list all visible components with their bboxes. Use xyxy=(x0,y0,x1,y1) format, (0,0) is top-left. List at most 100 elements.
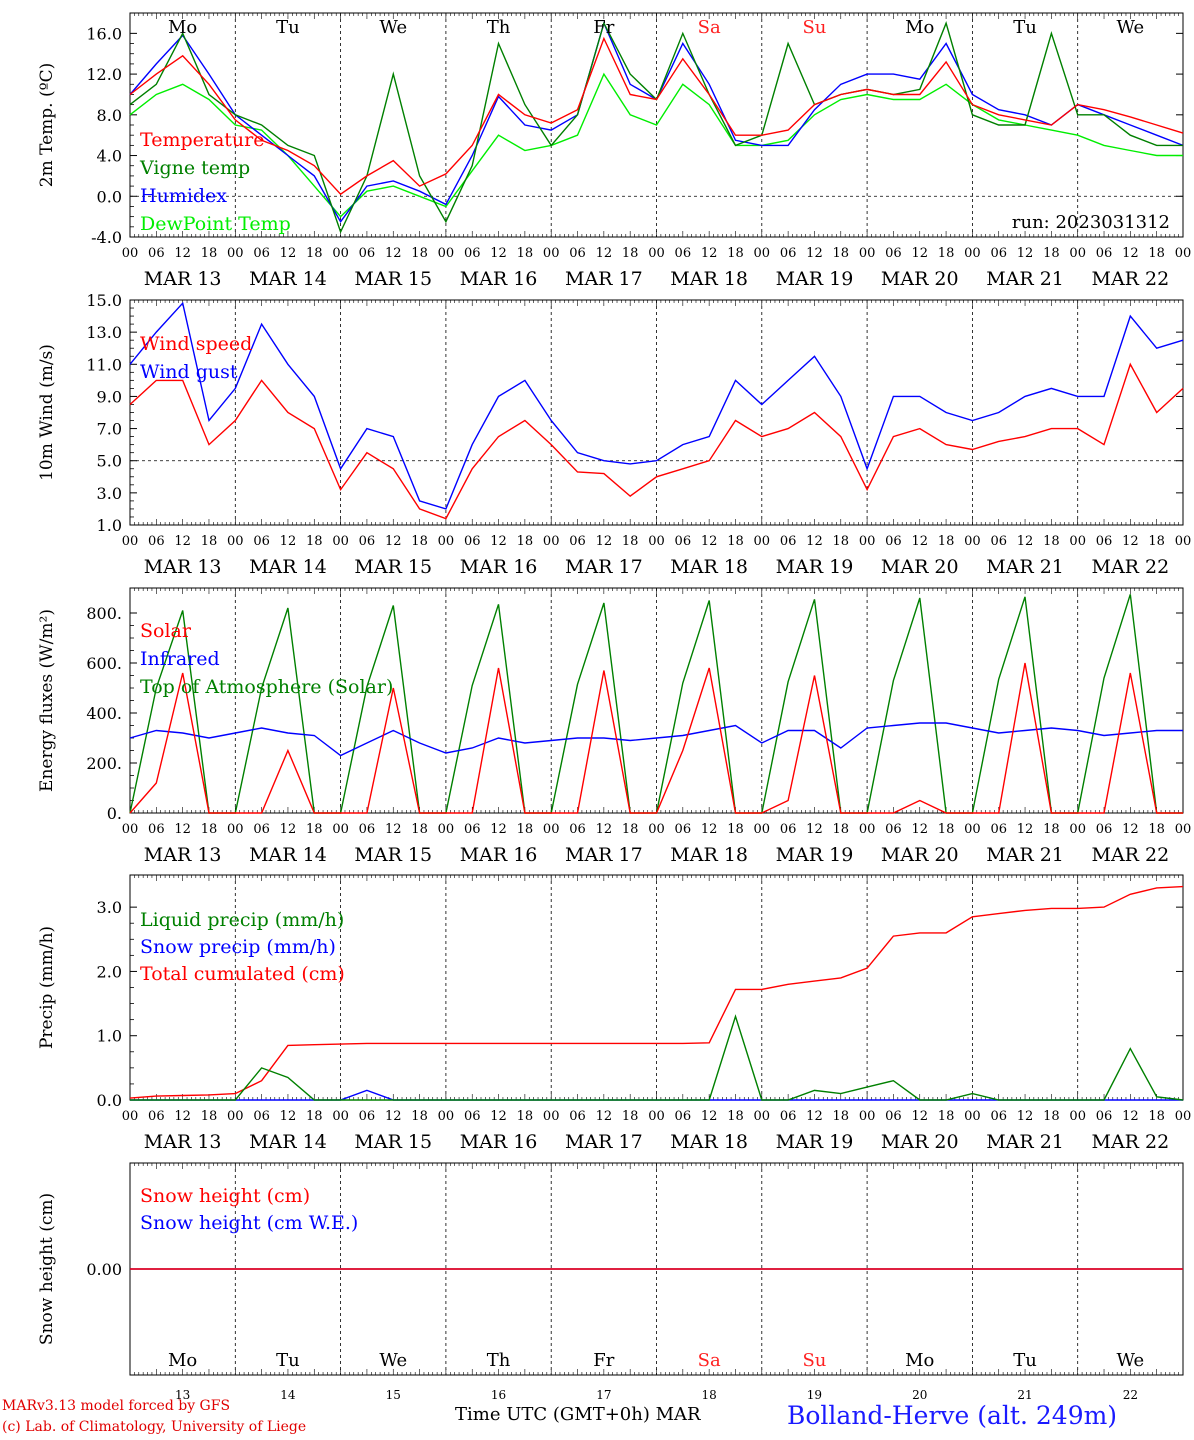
hour-label: 18 xyxy=(727,246,744,261)
hour-label: 00 xyxy=(859,822,876,837)
day-of-week-label: Mo xyxy=(905,17,934,38)
hour-label: 00 xyxy=(122,822,139,837)
date-label: MAR 17 xyxy=(565,556,643,578)
date-label: MAR 16 xyxy=(460,1131,538,1153)
date-label: MAR 16 xyxy=(460,268,538,290)
hour-label: 00 xyxy=(227,246,244,261)
day-number-label: 17 xyxy=(596,1388,611,1402)
hour-label: 06 xyxy=(148,822,165,837)
hour-label: 00 xyxy=(332,246,349,261)
hour-label: 12 xyxy=(490,534,507,549)
hour-label: 18 xyxy=(622,1109,639,1124)
day-number-label: 21 xyxy=(1017,1388,1032,1402)
hour-label: 18 xyxy=(306,534,323,549)
hour-label: 06 xyxy=(148,1109,165,1124)
date-label: MAR 15 xyxy=(354,844,432,866)
hour-label: 00 xyxy=(438,822,455,837)
hour-label: 18 xyxy=(833,246,850,261)
hour-label: 00 xyxy=(1175,246,1192,261)
day-of-week-label: We xyxy=(1117,1350,1145,1371)
day-of-week-label: Th xyxy=(487,17,511,38)
y-tick-label: 2.0 xyxy=(97,962,122,981)
hour-label: 18 xyxy=(727,1109,744,1124)
hour-label: 00 xyxy=(122,534,139,549)
hour-label: 18 xyxy=(517,822,534,837)
hour-label: 00 xyxy=(648,246,665,261)
day-number-label: 14 xyxy=(280,1388,296,1402)
hour-label: 00 xyxy=(754,1109,771,1124)
hour-label: 00 xyxy=(122,246,139,261)
hour-label: 06 xyxy=(675,1109,692,1124)
y-tick-label: 13.0 xyxy=(86,323,122,342)
footer-lab-credit: (c) Lab. of Climatology, University of L… xyxy=(2,1419,307,1435)
hour-label: 00 xyxy=(438,1109,455,1124)
day-number-label: 20 xyxy=(912,1388,927,1402)
legend-entry: Vigne temp xyxy=(139,157,250,179)
hour-label: 06 xyxy=(885,534,902,549)
hour-label: 12 xyxy=(596,1109,613,1124)
series-line-total-cumulated-cm- xyxy=(129,885,1184,1099)
hour-label: 00 xyxy=(1069,1109,1086,1124)
legend-entry: Infrared xyxy=(140,648,220,670)
hour-label: 06 xyxy=(569,822,586,837)
series-line-dewpoint-temp xyxy=(129,72,1183,218)
day-of-week-label: We xyxy=(379,17,407,38)
y-tick-label: 200. xyxy=(86,754,122,773)
hour-label: 12 xyxy=(596,246,613,261)
hour-label: 18 xyxy=(833,822,850,837)
hour-label: 18 xyxy=(938,534,955,549)
hour-label: 12 xyxy=(490,246,507,261)
date-label: MAR 13 xyxy=(144,556,222,578)
panel-frame xyxy=(129,587,1184,814)
hour-label: 06 xyxy=(359,246,376,261)
hour-label: 12 xyxy=(701,246,718,261)
hour-label: 06 xyxy=(253,246,270,261)
date-label: MAR 20 xyxy=(881,844,959,866)
legend-entry: Top of Atmosphere (Solar) xyxy=(140,676,393,698)
day-of-week-label: Tu xyxy=(276,17,300,38)
hour-label: 12 xyxy=(174,822,191,837)
hour-label: 00 xyxy=(227,822,244,837)
hour-label: 12 xyxy=(596,822,613,837)
series-line-wind-speed xyxy=(129,362,1184,520)
day-of-week-label: Sa xyxy=(698,1350,721,1371)
hour-label: 06 xyxy=(359,534,376,549)
hour-label: 18 xyxy=(727,822,744,837)
day-of-week-label: We xyxy=(379,1350,407,1371)
hour-label: 18 xyxy=(411,534,428,549)
y-tick-label: 1.0 xyxy=(97,1027,122,1046)
hour-label: 00 xyxy=(859,1109,876,1124)
legend-entry: Snow height (cm) xyxy=(140,1185,310,1207)
date-label: MAR 17 xyxy=(565,268,643,290)
day-number-label: 22 xyxy=(1123,1388,1138,1402)
date-label: MAR 21 xyxy=(986,1131,1064,1153)
hour-label: 00 xyxy=(1175,1109,1192,1124)
date-label: MAR 19 xyxy=(776,556,854,578)
date-label: MAR 15 xyxy=(354,556,432,578)
hour-label: 00 xyxy=(964,822,981,837)
hour-label: 12 xyxy=(1122,534,1139,549)
date-label: MAR 17 xyxy=(565,844,643,866)
hour-label: 00 xyxy=(1175,534,1192,549)
hour-label: 00 xyxy=(754,822,771,837)
y-tick-label: -4.0 xyxy=(91,228,122,247)
hour-label: 12 xyxy=(1017,246,1034,261)
date-label: MAR 14 xyxy=(249,1131,327,1153)
hour-label: 12 xyxy=(385,1109,402,1124)
legend-entry: Liquid precip (mm/h) xyxy=(140,909,344,931)
hour-label: 06 xyxy=(1096,1109,1113,1124)
day-of-week-label: Fr xyxy=(593,1350,614,1371)
hour-label: 12 xyxy=(385,822,402,837)
hour-label: 00 xyxy=(1069,246,1086,261)
hour-label: 12 xyxy=(1017,1109,1034,1124)
legend-entry: Humidex xyxy=(140,185,227,207)
day-of-week-label: Fr xyxy=(593,17,614,38)
hour-label: 18 xyxy=(411,822,428,837)
day-of-week-label: Tu xyxy=(1013,17,1037,38)
date-label: MAR 18 xyxy=(670,1131,748,1153)
series-line-solar xyxy=(129,662,1183,814)
day-of-week-label: Mo xyxy=(168,17,197,38)
date-label: MAR 18 xyxy=(670,268,748,290)
hour-label: 18 xyxy=(201,822,218,837)
hour-label: 18 xyxy=(622,822,639,837)
